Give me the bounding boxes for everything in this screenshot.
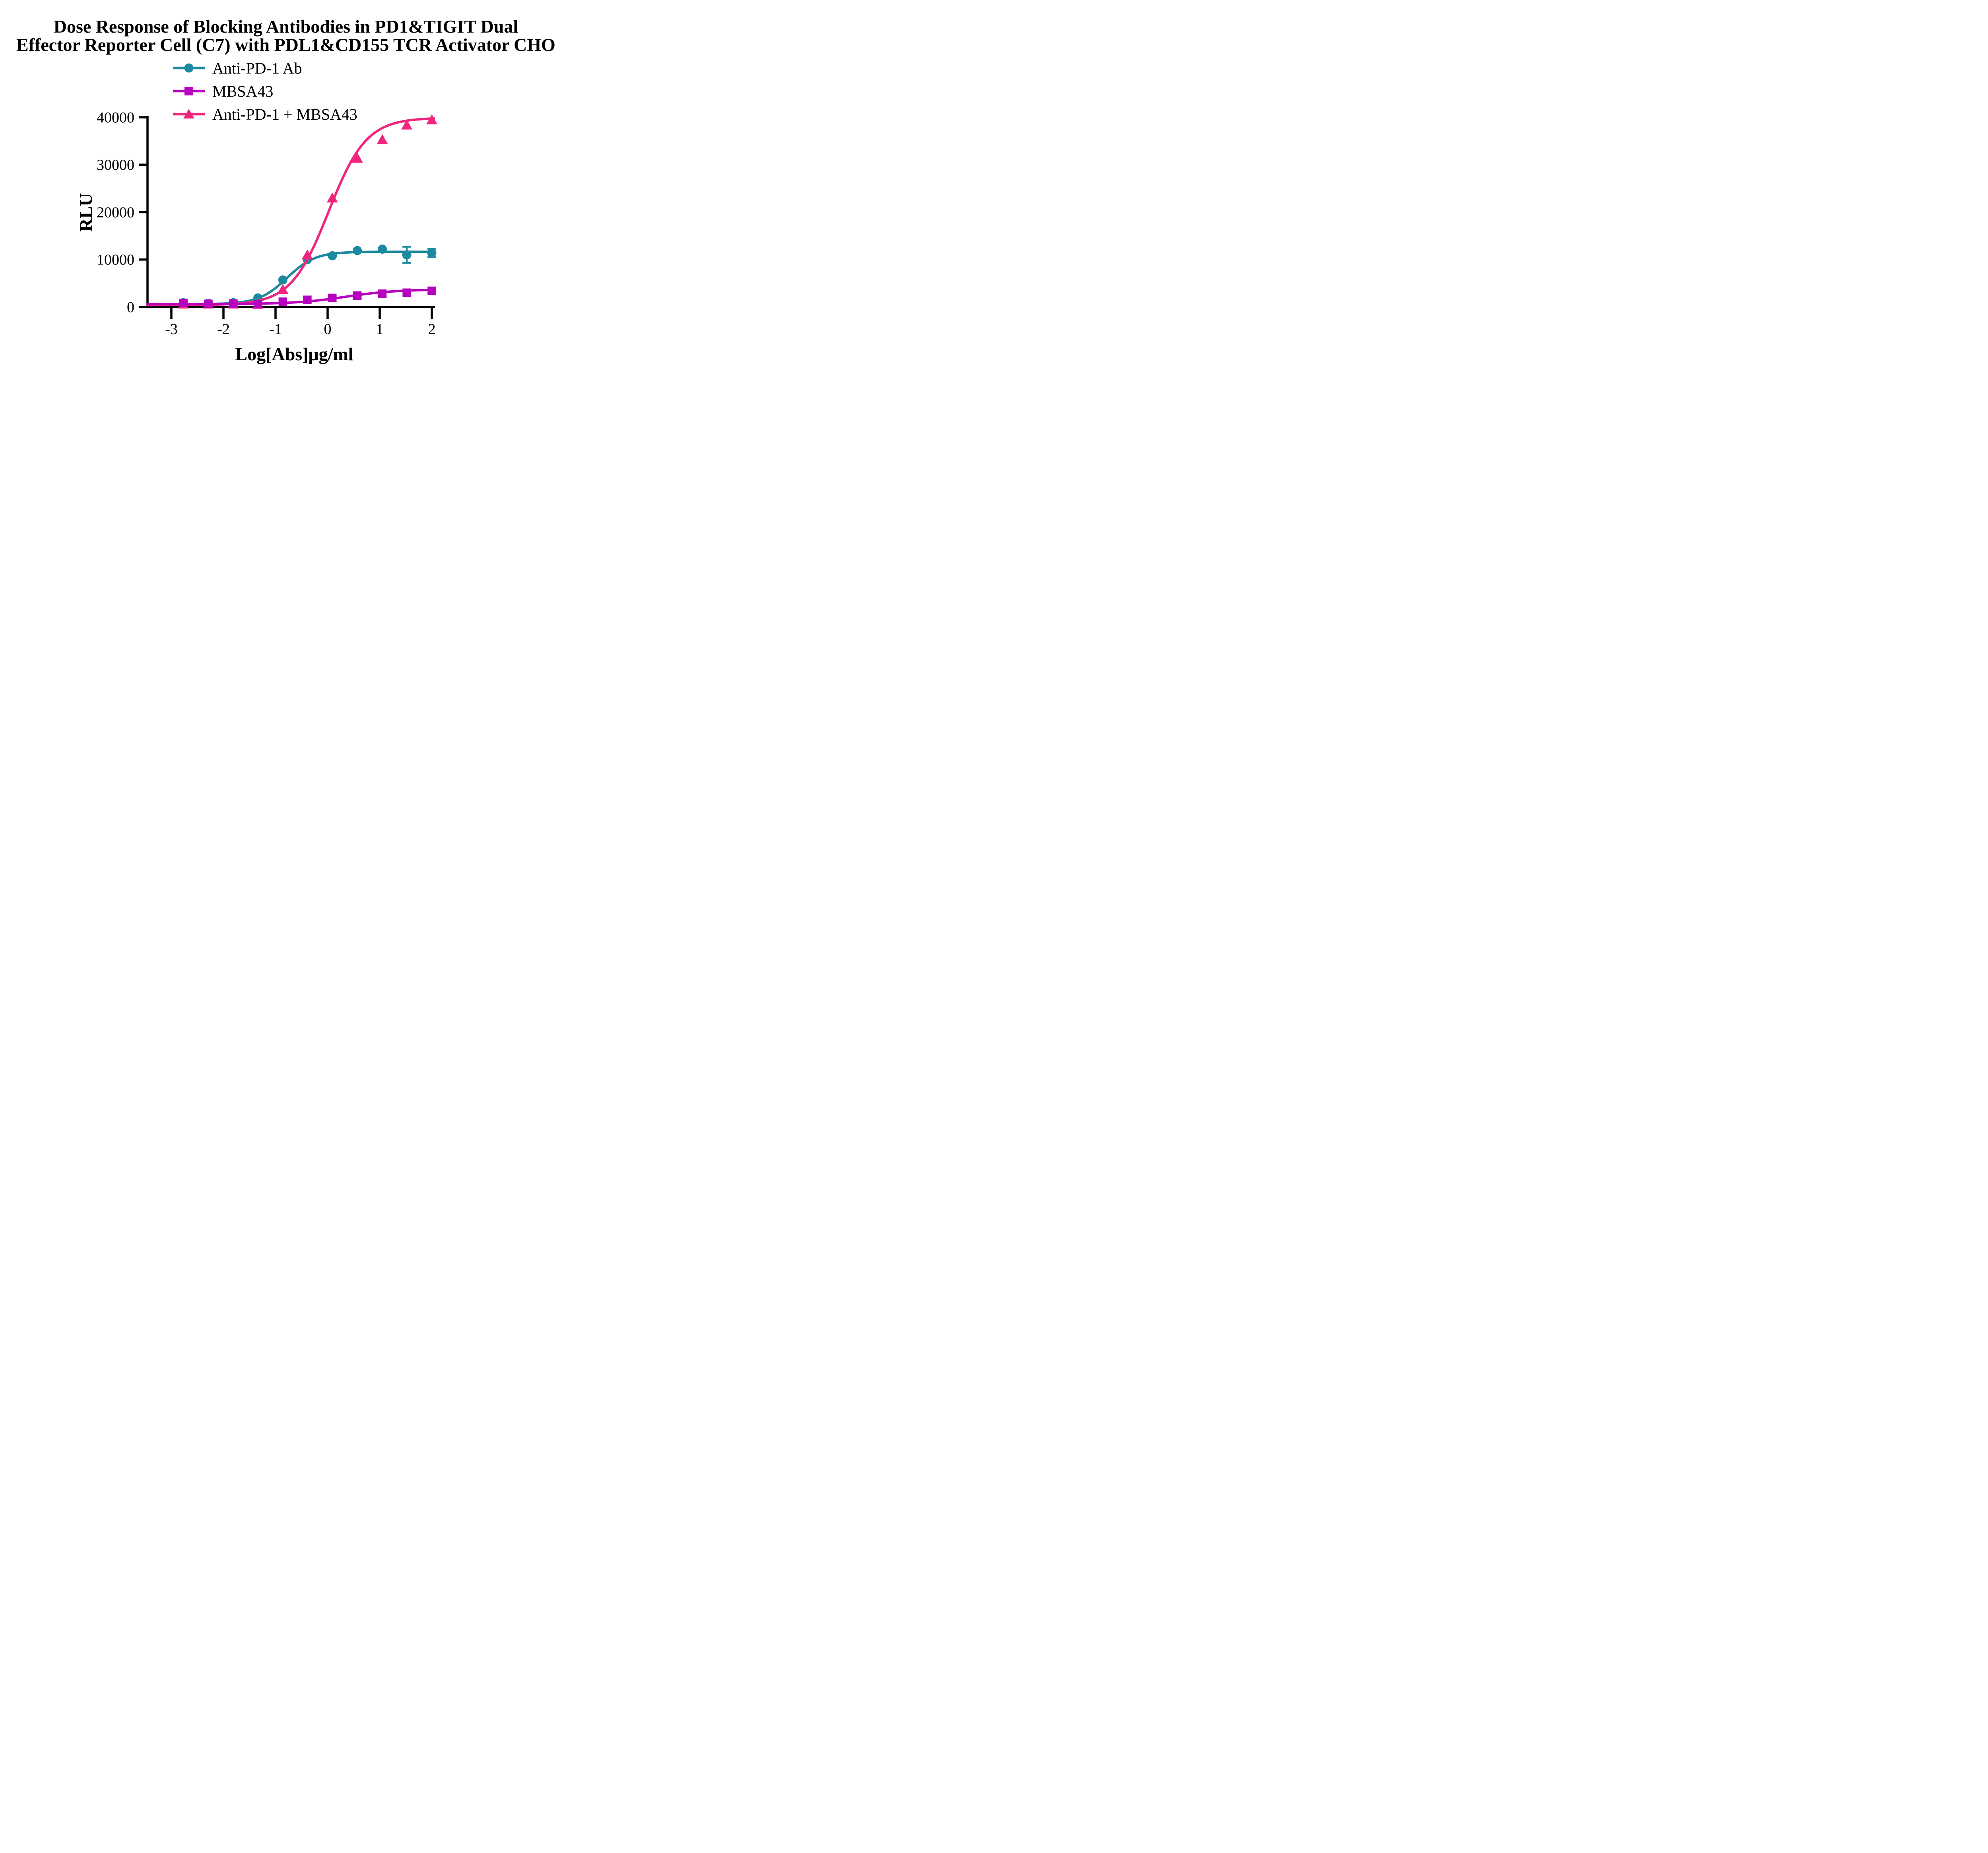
- mbsa43-point-square-icon: [179, 299, 188, 307]
- series-anti-pd-1-ab: [146, 245, 437, 308]
- legend-item-label: Anti-PD-1 Ab: [212, 59, 302, 77]
- anti-pd-1-mbsa43-point-triangle-icon: [377, 134, 388, 144]
- y-tick-label: 10000: [97, 252, 134, 268]
- mbsa43-point-square-icon: [328, 293, 337, 303]
- anti-pd-1-mbsa43-point-triangle-icon: [401, 119, 413, 130]
- legend-item-anti-pd-1-mbsa43: Anti-PD-1 + MBSA43: [171, 103, 357, 126]
- mbsa43-point-square-icon: [402, 288, 411, 297]
- series-anti-pd-1-mbsa43: [146, 114, 437, 309]
- anti-pd-1-ab-legend-circle-icon: [173, 63, 205, 73]
- legend: Anti-PD-1 Ab MBSA43 Anti-PD-1 + MBSA43: [171, 56, 357, 126]
- series-mbsa43: [146, 286, 436, 309]
- mbsa43-point-square-icon: [253, 300, 262, 309]
- anti-pd-1-ab-fit-curve: [146, 251, 435, 305]
- mbsa43-point-square-icon: [303, 295, 312, 304]
- anti-pd-1-ab-point-circle-icon: [427, 248, 437, 258]
- mbsa43-point-square-icon: [427, 286, 436, 295]
- dose-response-figure: Dose Response of Blocking Antibodies in …: [0, 0, 572, 371]
- legend-item-mbsa43: MBSA43: [171, 80, 357, 103]
- x-tick-label: -3: [165, 321, 178, 338]
- anti-pd-1-mbsa43-point-triangle-icon: [326, 192, 338, 203]
- legend-item-label: Anti-PD-1 + MBSA43: [212, 105, 357, 123]
- mbsa43-point-square-icon: [204, 299, 213, 308]
- legend-marker-shape: [183, 109, 194, 118]
- legend-item-anti-pd-1-ab: Anti-PD-1 Ab: [171, 56, 357, 80]
- chart-title-line-2: Effector Reporter Cell (C7) with PDL1&CD…: [16, 35, 555, 55]
- legend-marker-shape: [184, 87, 193, 95]
- anti-pd-1-ab-point-circle-icon: [328, 251, 337, 260]
- legend-item-label: MBSA43: [212, 82, 274, 100]
- anti-pd-1-ab-point-circle-icon: [402, 250, 412, 260]
- x-tick-label: -1: [269, 321, 282, 338]
- mbsa43-fit-curve: [146, 288, 435, 305]
- mbsa43-point-square-icon: [378, 289, 387, 298]
- dose-response-plot: 0 10000 20000 30000 40000 -3 -2 -1 0 1 2 RLU Log[Abs…: [76, 109, 437, 364]
- chart-title-line-1: Dose Response of Blocking Antibodies in …: [53, 16, 518, 37]
- anti-pd-1-mbsa43-point-triangle-icon: [426, 114, 437, 124]
- anti-pd-1-ab-point-circle-icon: [378, 245, 387, 254]
- y-axis-title: RLU: [76, 193, 96, 231]
- mbsa43-point-square-icon: [229, 299, 238, 308]
- legend-marker-shape: [184, 63, 194, 73]
- x-tick-label: 2: [428, 321, 436, 338]
- y-tick-label: 40000: [97, 109, 134, 126]
- anti-pd-1-mbsa43-legend-triangle-icon: [173, 109, 205, 118]
- mbsa43-point-square-icon: [353, 291, 362, 300]
- y-tick-label: 30000: [97, 157, 134, 173]
- anti-pd-1-mbsa43-fit-curve: [146, 117, 435, 307]
- x-tick-label: 0: [324, 321, 332, 338]
- anti-pd-1-ab-point-circle-icon: [278, 275, 287, 285]
- x-axis-title: Log[Abs]μg/ml: [235, 344, 353, 364]
- y-tick-label: 0: [127, 299, 134, 316]
- anti-pd-1-ab-point-circle-icon: [353, 246, 362, 255]
- anti-pd-1-mbsa43-point-triangle-icon: [277, 284, 289, 294]
- y-tick-label: 20000: [97, 204, 134, 221]
- chart-title: Dose Response of Blocking Antibodies in …: [0, 17, 572, 54]
- mbsa43-point-square-icon: [278, 297, 287, 306]
- x-tick-label: 1: [376, 321, 384, 338]
- axes: 0 10000 20000 30000 40000 -3 -2 -1 0 1 2 RLU Log[Abs…: [76, 109, 436, 364]
- anti-pd-1-mbsa43-point-triangle-icon: [301, 249, 313, 260]
- x-tick-label: -2: [217, 321, 230, 338]
- mbsa43-legend-square-icon: [173, 87, 205, 95]
- anti-pd-1-mbsa43-point-triangle-icon: [351, 153, 363, 163]
